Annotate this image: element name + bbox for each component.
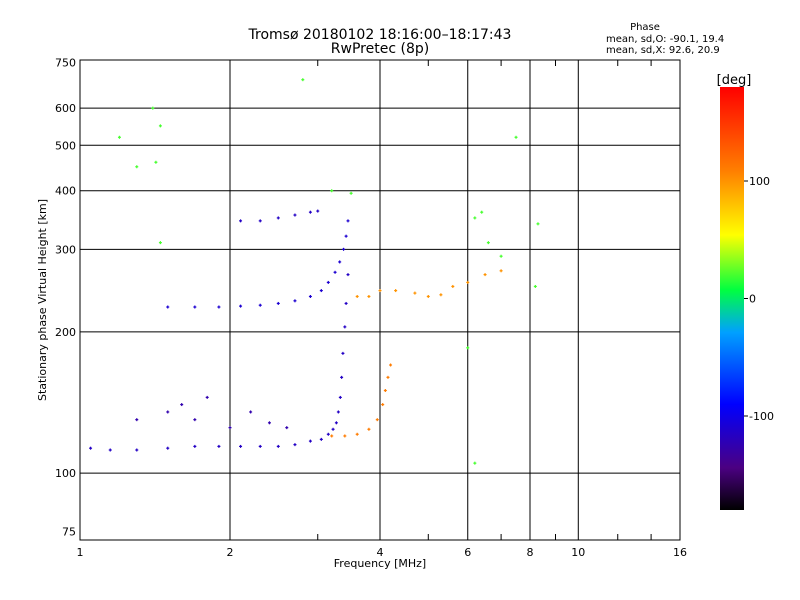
- x-tick-label: 8: [527, 546, 534, 559]
- chart-subtitle: RwPretec (8p): [330, 41, 430, 57]
- colorbar-ticks: 100 0 -100: [744, 175, 774, 423]
- phase-stats-x: mean, sd,X: 92.6, 20.9: [606, 45, 720, 56]
- phase-o-label: mean, sd,O:: [606, 34, 667, 45]
- x-tick-label: 2: [227, 546, 234, 559]
- chart-title: Tromsø 20180102 18:16:00–18:17:43: [248, 27, 512, 43]
- phase-stats-o: mean, sd,O: -90.1, 19.4: [606, 34, 724, 45]
- phase-o-values: -90.1, 19.4: [669, 34, 725, 45]
- phase-stats-heading: Phase: [630, 22, 660, 33]
- x-tick-label: 6: [464, 546, 471, 559]
- scatter-series: [239, 209, 320, 223]
- colorbar-tick-label: 100: [749, 175, 770, 188]
- y-tick-label: 75: [62, 526, 76, 539]
- colorbar-unit: [deg]: [717, 73, 752, 88]
- axis-ticks: 1 2 4 6 8 10 16 75 100 200 300 400 500 600 750: [55, 57, 687, 559]
- y-tick-label: 200: [55, 326, 76, 339]
- colorbar-tick-label: -100: [749, 410, 774, 423]
- grid-lines: [80, 60, 680, 540]
- colorbar: [720, 87, 744, 510]
- scatter-series: [355, 269, 503, 298]
- phase-x-values: 92.6, 20.9: [668, 45, 720, 56]
- y-tick-label: 750: [55, 57, 76, 70]
- x-tick-label: 16: [673, 546, 687, 559]
- colorbar-tick-label: 0: [749, 293, 756, 306]
- scatter-series: [89, 273, 350, 452]
- y-axis-label: Stationary phase Virtual Height [km]: [36, 199, 49, 401]
- y-tick-label: 400: [55, 185, 76, 198]
- scatter-series: [135, 395, 289, 430]
- y-tick-label: 100: [55, 467, 76, 480]
- x-tick-label: 10: [571, 546, 585, 559]
- phase-x-label: mean, sd,X:: [606, 45, 666, 56]
- y-tick-label: 500: [55, 139, 76, 152]
- scatter-series: [166, 219, 350, 309]
- x-tick-label: 1: [77, 546, 84, 559]
- data-points: [89, 78, 540, 465]
- x-tick-label: 4: [377, 546, 384, 559]
- scatter-series: [117, 78, 540, 465]
- x-axis-label: Frequency [MHz]: [334, 557, 426, 570]
- y-tick-label: 300: [55, 243, 76, 256]
- scatter-series: [330, 363, 393, 438]
- y-tick-label: 600: [55, 102, 76, 115]
